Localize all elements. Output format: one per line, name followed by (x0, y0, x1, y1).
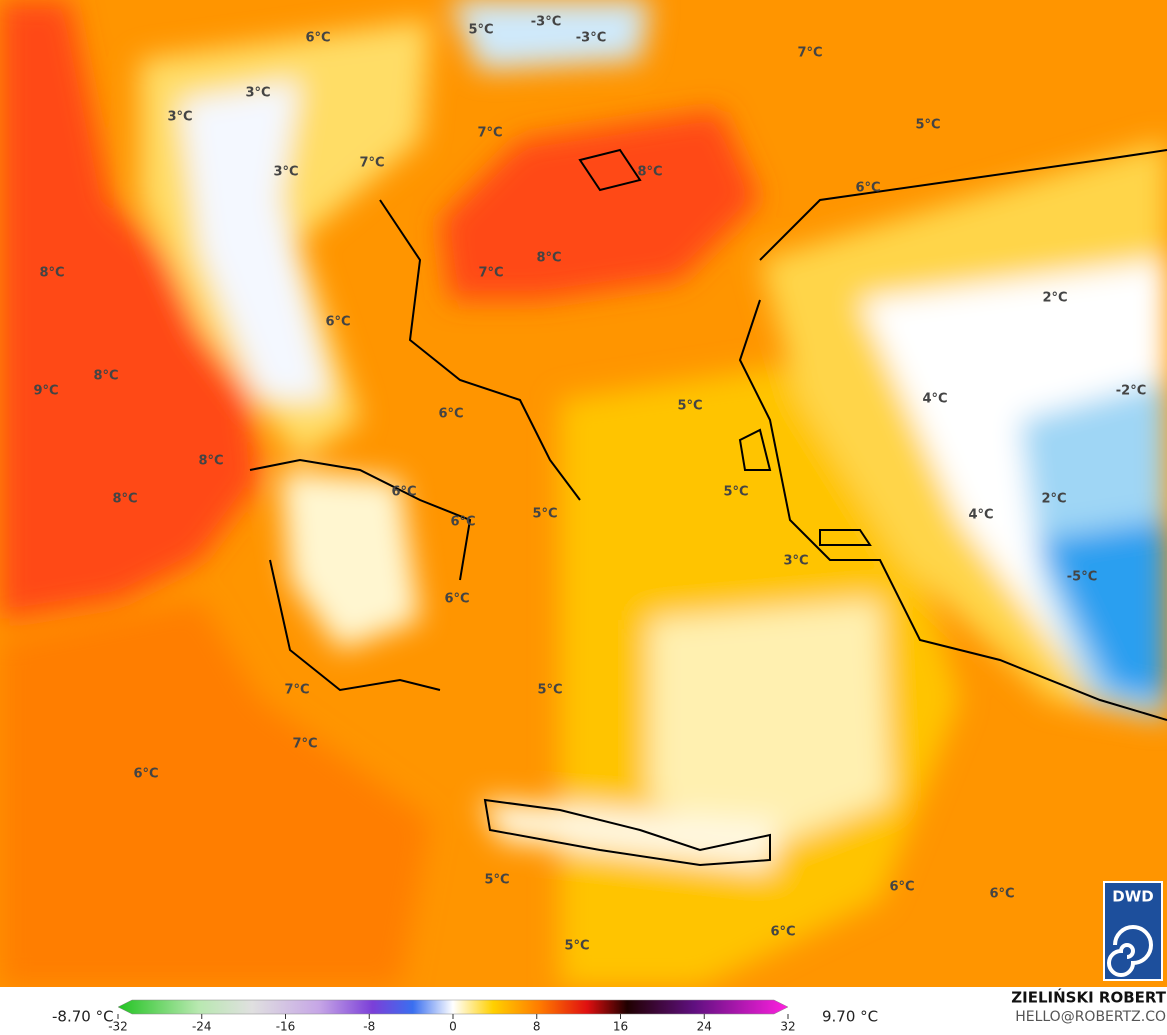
temperature-label: 5°C (537, 683, 562, 698)
temperature-label: 6°C (855, 181, 880, 196)
temperature-label: -3°C (576, 31, 606, 46)
legend-max: 9.70 °C (822, 1008, 878, 1026)
tick-label: 32 (780, 1020, 795, 1034)
temperature-label: 7°C (478, 266, 503, 281)
temperature-label: 5°C (564, 939, 589, 954)
tick-label: 16 (613, 1020, 628, 1034)
temperature-label: 8°C (93, 369, 118, 384)
credit-email: HELLO@ROBERTZ.CO (1015, 1009, 1166, 1025)
temperature-label: 6°C (391, 485, 416, 500)
temperature-label: 8°C (536, 251, 561, 266)
temperature-label: 6°C (989, 887, 1014, 902)
temperature-label: 6°C (444, 592, 469, 607)
temperature-label: 5°C (677, 399, 702, 414)
color-scale-ticks: -32 -24 -16 -8 0 8 16 24 32 (108, 1014, 796, 1034)
logo-text: DWD (1112, 888, 1153, 906)
temperature-label: -5°C (1067, 570, 1097, 585)
temperature-label: 4°C (922, 392, 947, 407)
temperature-label: 5°C (484, 873, 509, 888)
tick-label: -24 (192, 1020, 212, 1034)
tick-label: -8 (363, 1020, 375, 1034)
temperature-label: 7°C (359, 156, 384, 171)
temperature-label: 5°C (468, 23, 493, 38)
tick-label: 24 (697, 1020, 712, 1034)
temperature-label: 3°C (783, 554, 808, 569)
temperature-label: 6°C (770, 925, 795, 940)
temperature-label: 6°C (450, 515, 475, 530)
map-background (0, 0, 1167, 987)
temperature-label: 7°C (292, 737, 317, 752)
color-scale (117, 999, 789, 1015)
tick-label: -32 (108, 1020, 128, 1034)
temperature-label: 8°C (39, 266, 64, 281)
temperature-label: 8°C (637, 165, 662, 180)
temperature-label: 4°C (968, 508, 993, 523)
temperature-label: 6°C (438, 407, 463, 422)
temperature-label: 2°C (1041, 492, 1066, 507)
temperature-label: 6°C (305, 31, 330, 46)
temperature-label: 3°C (273, 165, 298, 180)
temperature-labels: 6°C 5°C -3°C -3°C 7°C 3°C 3°C 7°C 5°C 7°C 3°C 8°C 6°… (33, 15, 1146, 954)
temperature-label: 6°C (133, 767, 158, 782)
temperature-label: 7°C (797, 46, 822, 61)
tick-label: 8 (533, 1020, 541, 1034)
temperature-label: 5°C (723, 485, 748, 500)
temperature-label: 5°C (532, 507, 557, 522)
tick-label: 0 (449, 1020, 457, 1034)
temperature-label: 8°C (198, 454, 223, 469)
temperature-label: 8°C (112, 492, 137, 507)
temperature-label: 6°C (325, 315, 350, 330)
tick-label: -16 (276, 1020, 296, 1034)
credit-name: ZIELIŃSKI ROBERT (1011, 988, 1166, 1007)
temperature-label: 3°C (167, 110, 192, 125)
temperature-label: 5°C (915, 118, 940, 133)
temperature-label: 6°C (889, 880, 914, 895)
temperature-label: 2°C (1042, 291, 1067, 306)
temperature-label: -3°C (531, 15, 561, 30)
legend-min: -8.70 °C (52, 1008, 114, 1026)
temperature-label: 7°C (284, 683, 309, 698)
temperature-label: 7°C (477, 126, 502, 141)
temperature-label: -2°C (1116, 384, 1146, 399)
temperature-label: 3°C (245, 86, 270, 101)
logo: DWD (1103, 881, 1163, 981)
temperature-label: 9°C (33, 384, 58, 399)
